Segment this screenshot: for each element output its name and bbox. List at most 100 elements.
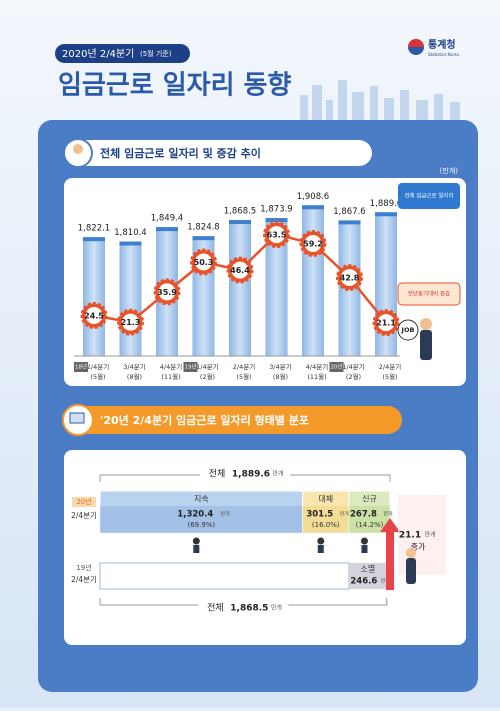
bar	[265, 218, 288, 356]
segment-share: (16.0%)	[312, 521, 340, 529]
bar-cap	[338, 220, 361, 225]
year-label: 19년	[184, 363, 196, 371]
segment-value: 301.5	[306, 510, 333, 520]
city-skyline	[300, 80, 460, 120]
change-point	[341, 269, 358, 287]
change-value: 21.1	[399, 531, 421, 541]
bar	[302, 205, 324, 356]
bar-cap	[375, 212, 397, 217]
change-point	[85, 307, 103, 325]
x-tick-label: 2/4분기	[87, 362, 109, 371]
change-unit: 만개	[424, 531, 435, 539]
person-head	[406, 548, 416, 558]
x-tick-note: (5월)	[382, 372, 397, 381]
segment-band	[100, 506, 303, 533]
chart: 1,822.12/4분기(5월)18년1,810.43/4분기(8월)1,849…	[74, 183, 461, 381]
bar-value-label: 1,889.6	[370, 199, 402, 209]
total-value: 1,889.6	[232, 470, 270, 480]
year-label: 18년	[75, 363, 87, 371]
x-tick-label: 4/4분기	[306, 362, 328, 371]
segment-share: (69.9%)	[187, 521, 215, 529]
bar	[229, 220, 251, 356]
change-label: 42.8	[340, 274, 360, 283]
bar-value-label: 1,868.5	[224, 207, 256, 217]
bar-value-label: 1,873.9	[260, 205, 292, 215]
x-tick-label: 2/4분기	[379, 362, 401, 371]
x-tick-label: 3/4분기	[269, 362, 291, 371]
bar-cap	[265, 218, 288, 223]
person-icon	[192, 537, 200, 545]
change-point	[231, 261, 249, 279]
change-label: 24.5	[84, 312, 104, 321]
change-label: 35.9	[157, 288, 177, 297]
change-point	[158, 283, 176, 301]
x-tick-note: (11월)	[161, 372, 180, 381]
segment-unit: 만개	[383, 511, 393, 518]
person-icon-body	[317, 545, 324, 553]
section1-title: 전체 임금근로 일자리 및 증감 추이	[100, 146, 261, 160]
person	[406, 558, 416, 584]
change-label: 63.5	[267, 231, 287, 240]
year-label: 20년	[330, 363, 342, 371]
x-tick-note: (5월)	[236, 372, 251, 381]
change-point	[195, 253, 212, 271]
year-badge	[183, 362, 198, 372]
bar	[119, 241, 142, 356]
bar-value-label: 1,908.6	[297, 192, 329, 202]
bar-cap	[302, 205, 324, 210]
bar-value-label: 1,849.4	[151, 214, 183, 224]
person-icon	[317, 537, 325, 545]
bar-cap	[229, 220, 251, 225]
page-title: 임금근로 일자리 동향	[58, 71, 291, 101]
bar-cap	[192, 236, 215, 241]
person-icon	[360, 537, 368, 545]
extinct-unit: 만개	[381, 578, 391, 585]
segment-band	[302, 506, 349, 533]
bar-value-label: 1,810.4	[114, 228, 146, 238]
year-badge	[72, 497, 96, 507]
badge	[55, 44, 190, 63]
segment-unit: 만개	[340, 511, 350, 518]
total-unit: 만개	[271, 604, 282, 612]
logo-text: 통계청	[428, 38, 456, 51]
change-arrow-head	[380, 518, 400, 532]
total-label: 전체	[207, 603, 224, 614]
change-arrow	[386, 530, 394, 590]
badge-text: 2020년 2/4분기	[62, 48, 134, 60]
x-tick-note: (8월)	[127, 372, 142, 381]
legend-bars-text: 전체 임금근로 일자리	[404, 192, 453, 200]
change-label: 21.3	[121, 318, 141, 327]
bar-cap	[119, 241, 142, 246]
x-tick-note: (8월)	[273, 372, 288, 381]
row-year: 19년	[76, 563, 91, 572]
section1-header	[72, 140, 372, 166]
segment-name: 지속	[194, 495, 209, 504]
bar-value-label: 1,822.1	[78, 224, 110, 234]
change-point	[304, 235, 322, 253]
person-head	[420, 318, 432, 330]
total-bg	[198, 600, 289, 616]
bar-cap	[83, 237, 105, 242]
total-bg	[200, 466, 290, 482]
x-tick-label: 1/4분기	[342, 362, 364, 371]
extinct-name: 소멸	[360, 564, 375, 574]
legend-bars	[398, 183, 460, 209]
annotation-bubble	[397, 319, 419, 341]
person-icon-body	[361, 545, 368, 553]
segment-name: 대체	[318, 494, 333, 504]
extinct-segment	[348, 563, 387, 589]
change-point	[122, 313, 139, 331]
x-tick-note: (11월)	[307, 372, 326, 381]
change-label: 21.1	[376, 319, 396, 328]
total-label: 전체	[209, 469, 226, 480]
total-unit: 만개	[272, 470, 283, 478]
legend-line-text: 전년동기대비 증감	[408, 290, 450, 298]
year-badge	[74, 362, 88, 372]
change-point	[377, 314, 395, 332]
x-tick-note: (2월)	[346, 372, 361, 381]
x-tick-label: 3/4분기	[123, 362, 145, 371]
bar-value-label: 1,867.6	[333, 207, 365, 217]
x-tick-label: 2/4분기	[233, 362, 255, 371]
